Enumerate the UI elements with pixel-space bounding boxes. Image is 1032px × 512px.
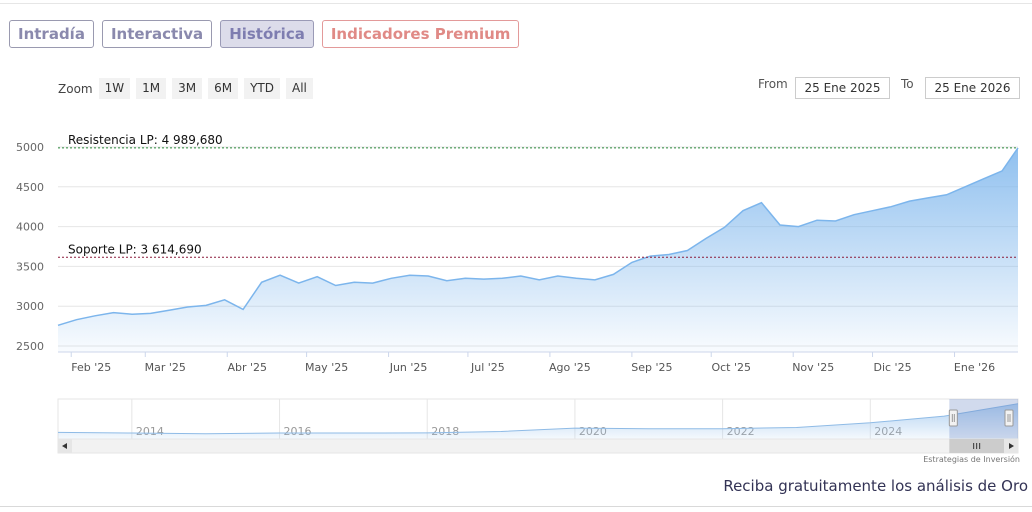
navigator-left-handle[interactable] [948,409,958,427]
subscribe-link[interactable]: Reciba gratuitamente los análisis de Oro [723,477,1028,495]
grip-icon [973,443,981,449]
y-tick-label: 4000 [16,221,44,234]
x-tick-label: Oct '25 [711,361,751,374]
from-date-input[interactable]: 25 Ene 2025 [795,77,890,99]
zoom-6m-button[interactable]: 6M [208,78,239,99]
x-axis: Feb '25 Mar '25 Abr '25 May '25 Jun '25 Jul '… [70,352,995,374]
y-axis: 2500 3000 3500 4000 4500 5000 [16,141,44,353]
arrow-left-icon [62,443,67,449]
navigator-area [58,403,1018,439]
to-date-input[interactable]: 25 Ene 2026 [925,77,1020,99]
handle-grip-icon [948,409,958,427]
navigator[interactable]: 201420162018202020222024 [57,398,1019,440]
x-tick-label: Feb '25 [71,361,111,374]
tab-indicadores-premium[interactable]: Indicadores Premium [321,20,520,48]
x-tick-label: Ene '26 [954,361,995,374]
x-tick-label: May '25 [305,361,348,374]
y-tick-label: 4500 [16,181,44,194]
price-series-line [57,147,1019,327]
x-tick-label: Jun '25 [389,361,428,374]
from-label: From [758,77,788,91]
support-label: Soporte LP: 3 614,690 [68,242,202,256]
price-chart: 2500 3000 3500 4000 4500 5000 Resistencia LP:… [16,133,1019,454]
tab-intradia[interactable]: Intradía [9,20,94,48]
bottom-divider [0,506,1032,507]
navigator-line [57,403,1019,435]
tab-interactiva[interactable]: Interactiva [101,20,213,48]
support-resistance-lines: Resistencia LP: 4 989,680 Soporte LP: 3 6… [58,133,1018,258]
chart-credits[interactable]: Estrategias de Inversión [923,455,1020,464]
zoom-ytd-button[interactable]: YTD [244,78,280,99]
to-label: To [901,77,914,91]
top-divider [0,3,1032,4]
x-tick-label: Ago '25 [549,361,591,374]
scrollbar-track[interactable] [57,438,1019,454]
x-tick-label: Nov '25 [792,361,834,374]
x-tick-label: Sep '25 [631,361,672,374]
y-tick-label: 3000 [16,300,44,313]
scrollbar[interactable] [57,438,1019,454]
x-tick-label: Dic '25 [873,361,911,374]
zoom-3m-button[interactable]: 3M [172,78,203,99]
resistance-label: Resistencia LP: 4 989,680 [68,133,223,147]
y-tick-label: 5000 [16,141,44,154]
zoom-1w-button[interactable]: 1W [98,78,131,99]
x-tick-label: Mar '25 [145,361,186,374]
arrow-right-icon [1009,443,1014,449]
zoom-selector: Zoom 1W 1M 3M 6M YTD All [58,78,319,99]
zoom-all-button[interactable]: All [286,78,313,99]
tab-historica[interactable]: Histórica [220,20,314,48]
x-tick-label: Jul '25 [470,361,505,374]
chart-tabs: Intradía Interactiva Histórica Indicador… [9,20,520,48]
navigator-right-handle[interactable] [1004,409,1014,427]
zoom-label: Zoom [58,81,93,96]
y-tick-label: 2500 [16,340,44,353]
y-tick-label: 3500 [16,260,44,273]
handle-grip-icon [1004,409,1014,427]
x-tick-label: Abr '25 [227,361,267,374]
price-area [58,147,1018,352]
zoom-1m-button[interactable]: 1M [136,78,167,99]
